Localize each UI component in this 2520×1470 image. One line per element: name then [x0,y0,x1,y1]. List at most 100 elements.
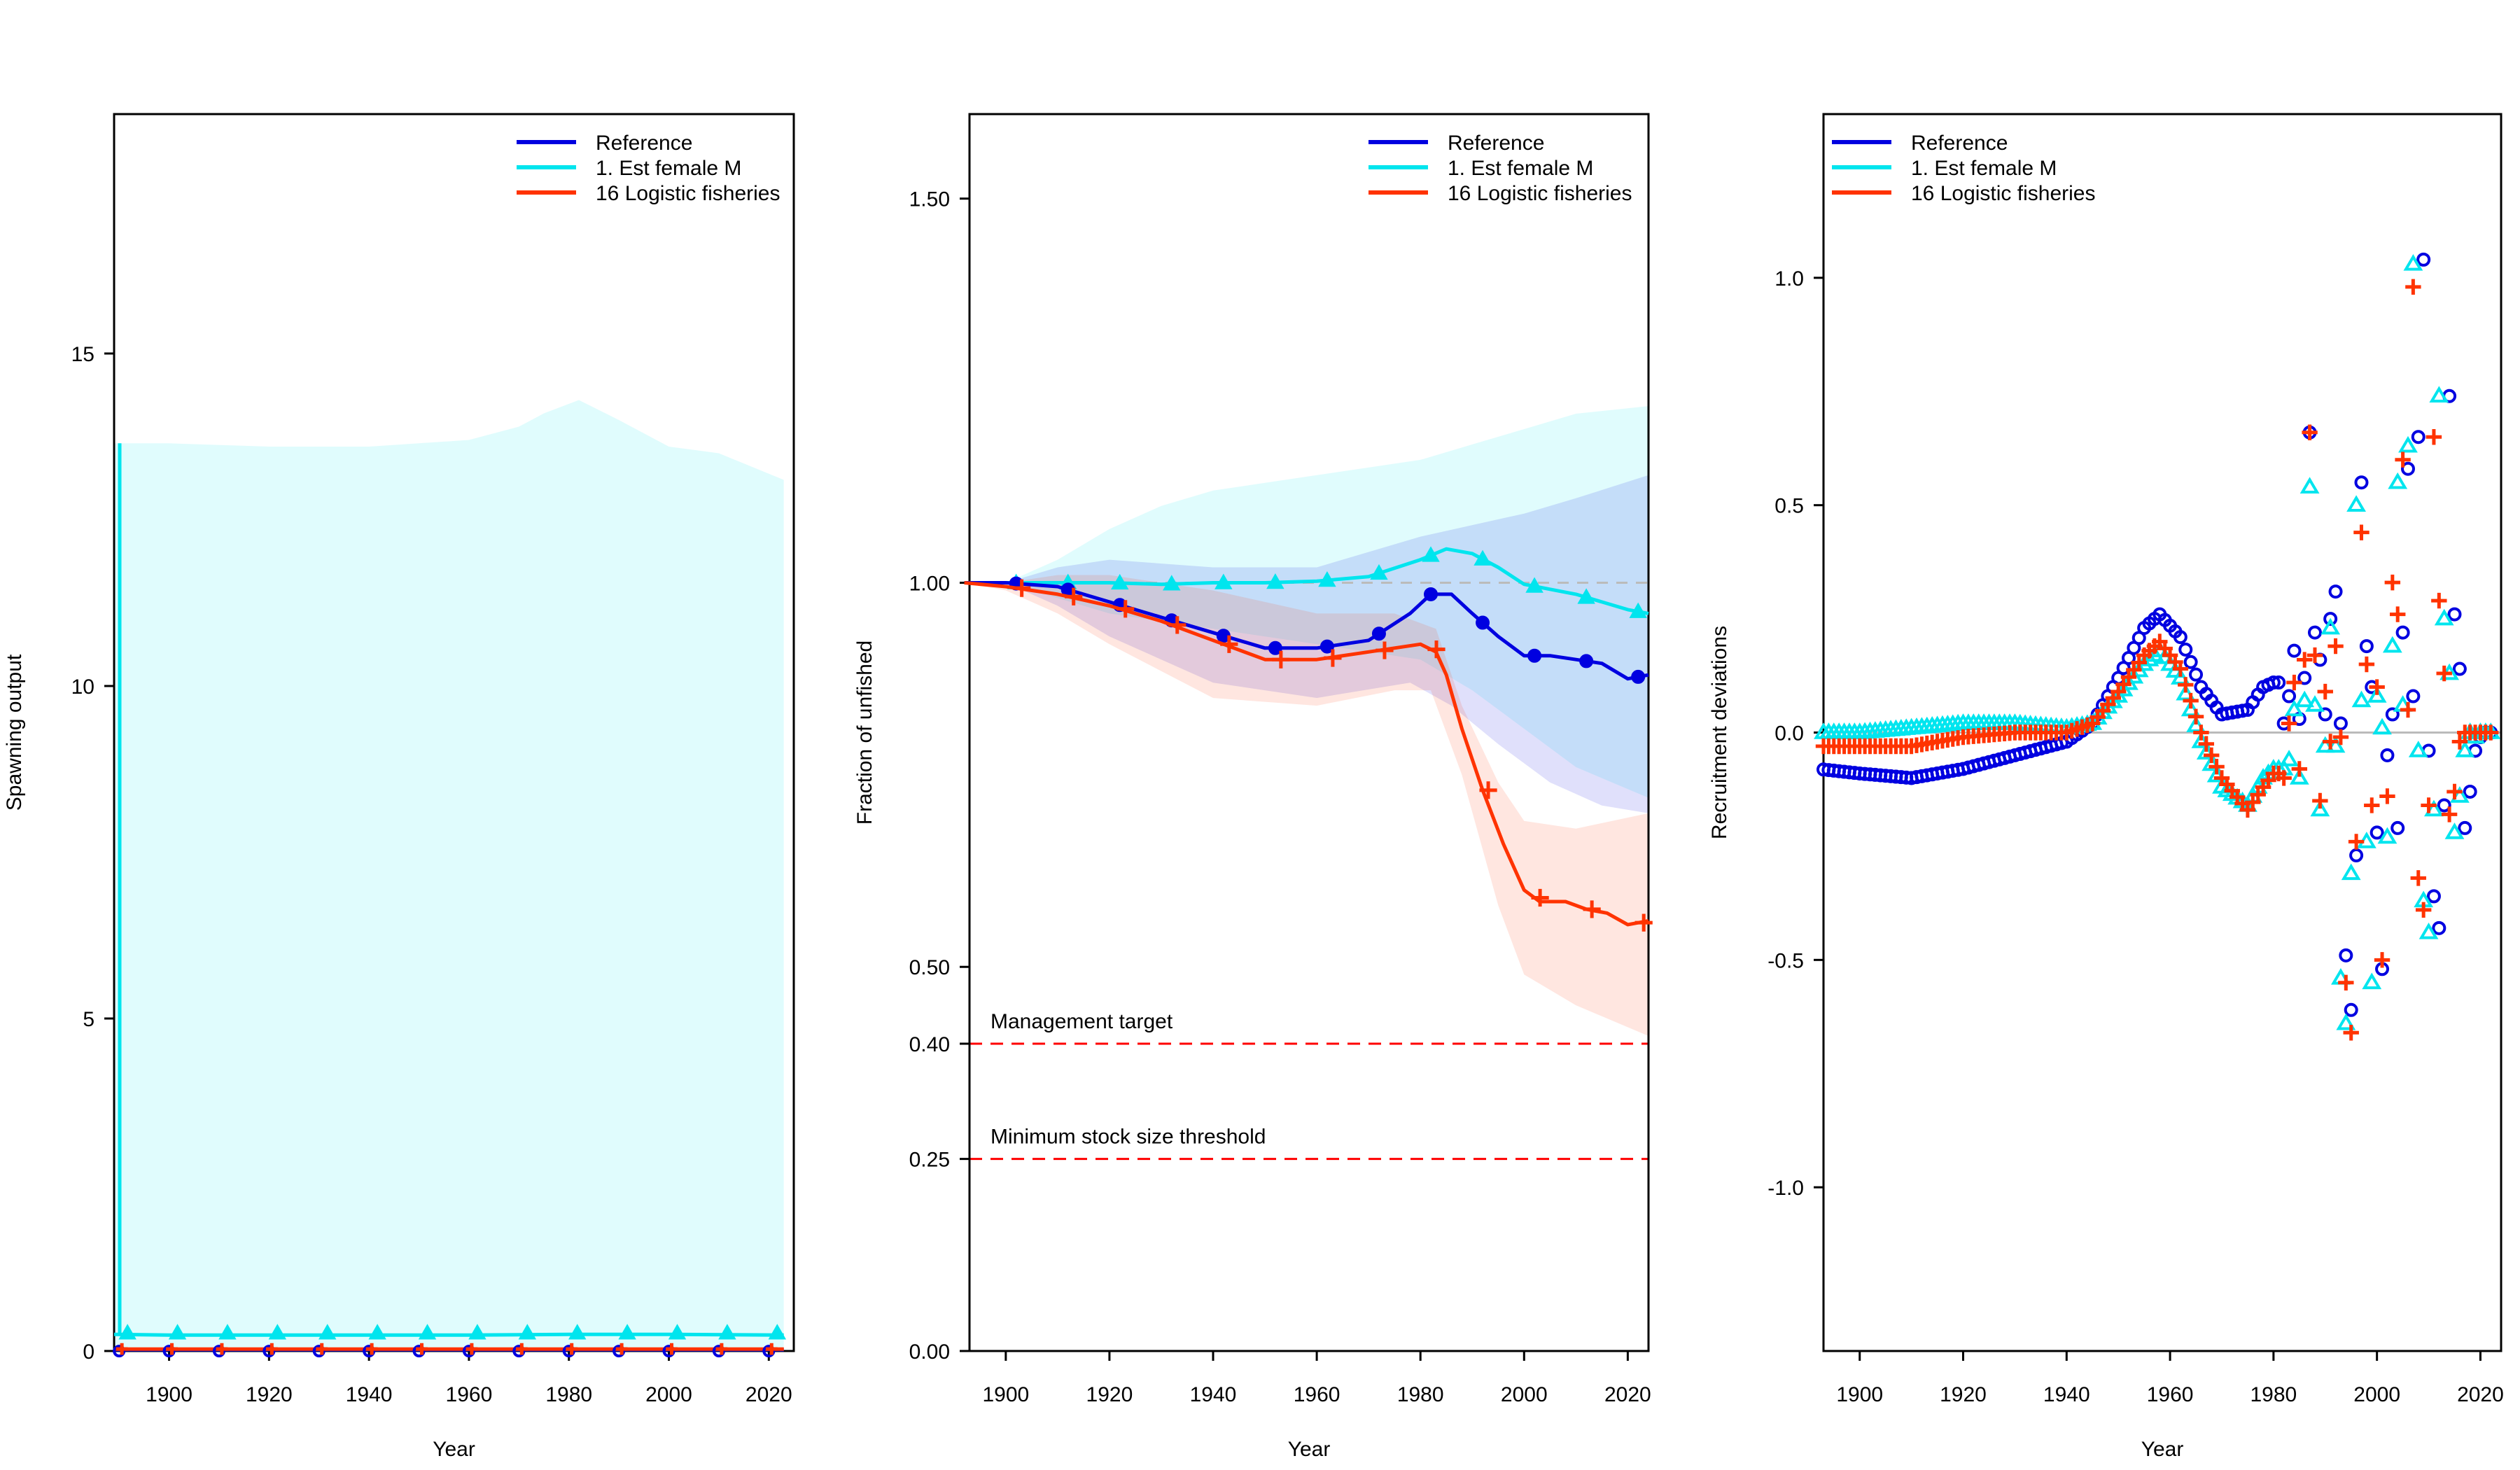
legend-label-reference: Reference [1911,132,2008,155]
marker-logistic-fisheries [1376,641,1394,659]
marker-reference [2406,689,2421,704]
marker-est-female-m [2403,254,2423,271]
marker-est-female-m [2434,608,2454,626]
legend-label-est-female-m: 1. Est female M [596,157,741,180]
marker-est-female-m [2444,822,2465,839]
marker-logistic-fisheries [2306,647,2323,664]
marker-est-female-m [718,1324,736,1340]
marker-logistic-fisheries [2302,424,2318,440]
marker-reference [662,1345,676,1358]
marker-est-female-m [1474,550,1492,566]
marker-reference [762,1345,776,1358]
marker-est-female-m [2336,1013,2356,1030]
marker-logistic-fisheries [2400,701,2416,718]
marker-logistic-fisheries [2322,734,2339,750]
y-tick-label: -1.0 [1768,1177,1804,1200]
marker-reference [2432,920,2446,935]
marker-logistic-fisheries [2198,736,2215,752]
marker-reference [1371,626,1386,641]
x-tick-label: 2020 [1604,1383,1651,1406]
marker-est-female-m [2320,617,2341,635]
x-axis-label: Year [1288,1438,1331,1461]
x-tick-label: 1980 [545,1383,592,1406]
marker-reference [2272,676,2286,690]
marker-reference [1320,639,1334,654]
marker-logistic-fisheries [2364,797,2380,813]
marker-est-female-m [2408,741,2428,757]
marker-reference [1527,648,1542,663]
marker-est-female-m [2377,827,2398,844]
marker-est-female-m [168,1324,187,1340]
marker-logistic-fisheries [2312,792,2328,809]
marker-logistic-fisheries [2317,683,2333,700]
series-line-est-female-m [113,1332,784,1337]
marker-est-female-m [2341,863,2361,881]
marker-logistic-fisheries [2276,770,2292,786]
marker-logistic-fisheries [2410,870,2426,886]
x-tick-label: 1940 [346,1383,393,1406]
marker-logistic-fisheries [2348,834,2365,850]
marker-logistic-fisheries [2343,1025,2359,1041]
marker-logistic-fisheries [2405,279,2421,295]
marker-est-female-m [2388,472,2408,489]
uncertainty-band-logistic-fisheries [964,575,1648,1036]
x-tick-label: 1920 [1940,1383,1987,1406]
y-tick-label: 0.0 [1774,722,1804,746]
marker-logistic-fisheries [416,1343,428,1355]
spawning-output-panel: 1900 1920 1940 1960 1980 2000 2020 0 5 10 15 Year Sp… [3,113,795,1461]
marker-est-female-m [2382,636,2402,653]
marker-reference [2380,748,2395,762]
x-axis-label: Year [433,1438,475,1461]
marker-reference [2307,625,2322,640]
legend-label-est-female-m: 1. Est female M [1911,157,2057,180]
marker-est-female-m [2346,495,2366,512]
marker-reference [2390,820,2405,835]
marker-est-female-m [2305,695,2325,712]
marker-est-female-m [1214,573,1233,589]
marker-logistic-fisheries [2183,692,2199,709]
marker-est-female-m [1422,546,1440,562]
x-tick-label: 1960 [1294,1383,1340,1406]
marker-logistic-fisheries [2379,788,2395,804]
marker-logistic-fisheries [1531,888,1549,907]
marker-reference [2463,784,2477,799]
marker-reference [2339,948,2353,962]
marker-reference [312,1345,326,1358]
marker-reference [2323,612,2338,626]
y-tick-label: 1.0 [1774,267,1804,290]
marker-est-female-m [2455,741,2475,757]
marker-est-female-m [318,1324,337,1340]
y-tick-label: 5 [83,1008,94,1031]
marker-est-female-m [2429,386,2449,403]
marker-logistic-fisheries [1272,650,1290,668]
marker-logistic-fisheries [2446,783,2463,800]
marker-logistic-fisheries [1013,579,1031,597]
marker-est-female-m [1163,575,1181,591]
marker-reference [2328,584,2343,599]
marker-logistic-fisheries [566,1343,578,1355]
minimum-stock-size-label: Minimum stock size threshold [990,1126,1266,1149]
marker-est-female-m [2362,972,2382,990]
marker-reference [1579,654,1594,668]
marker-est-female-m [2367,686,2387,703]
marker-logistic-fisheries [365,1343,378,1355]
marker-reference [2178,642,2193,657]
marker-logistic-fisheries [2188,708,2204,724]
fraction-unfished-panel: Management target Minimum stock size thre… [853,113,1653,1461]
marker-reference [2318,707,2332,722]
marker-logistic-fisheries [1634,913,1653,932]
marker-logistic-fisheries [715,1343,728,1355]
marker-reference [2282,689,2297,704]
y-tick-label: 0.5 [1774,495,1804,518]
marker-reference [712,1345,725,1358]
marker-logistic-fisheries [2390,606,2406,622]
y-tick-label: 0.25 [909,1149,950,1172]
y-tick-label: 0.50 [909,956,950,979]
marker-reference [2287,643,2302,658]
marker-est-female-m [2295,690,2315,708]
management-target-label: Management target [990,1010,1173,1033]
marker-est-female-m [2398,435,2418,453]
marker-logistic-fisheries [2431,592,2447,609]
y-axis-label: Recruitment deviations [1708,626,1731,839]
